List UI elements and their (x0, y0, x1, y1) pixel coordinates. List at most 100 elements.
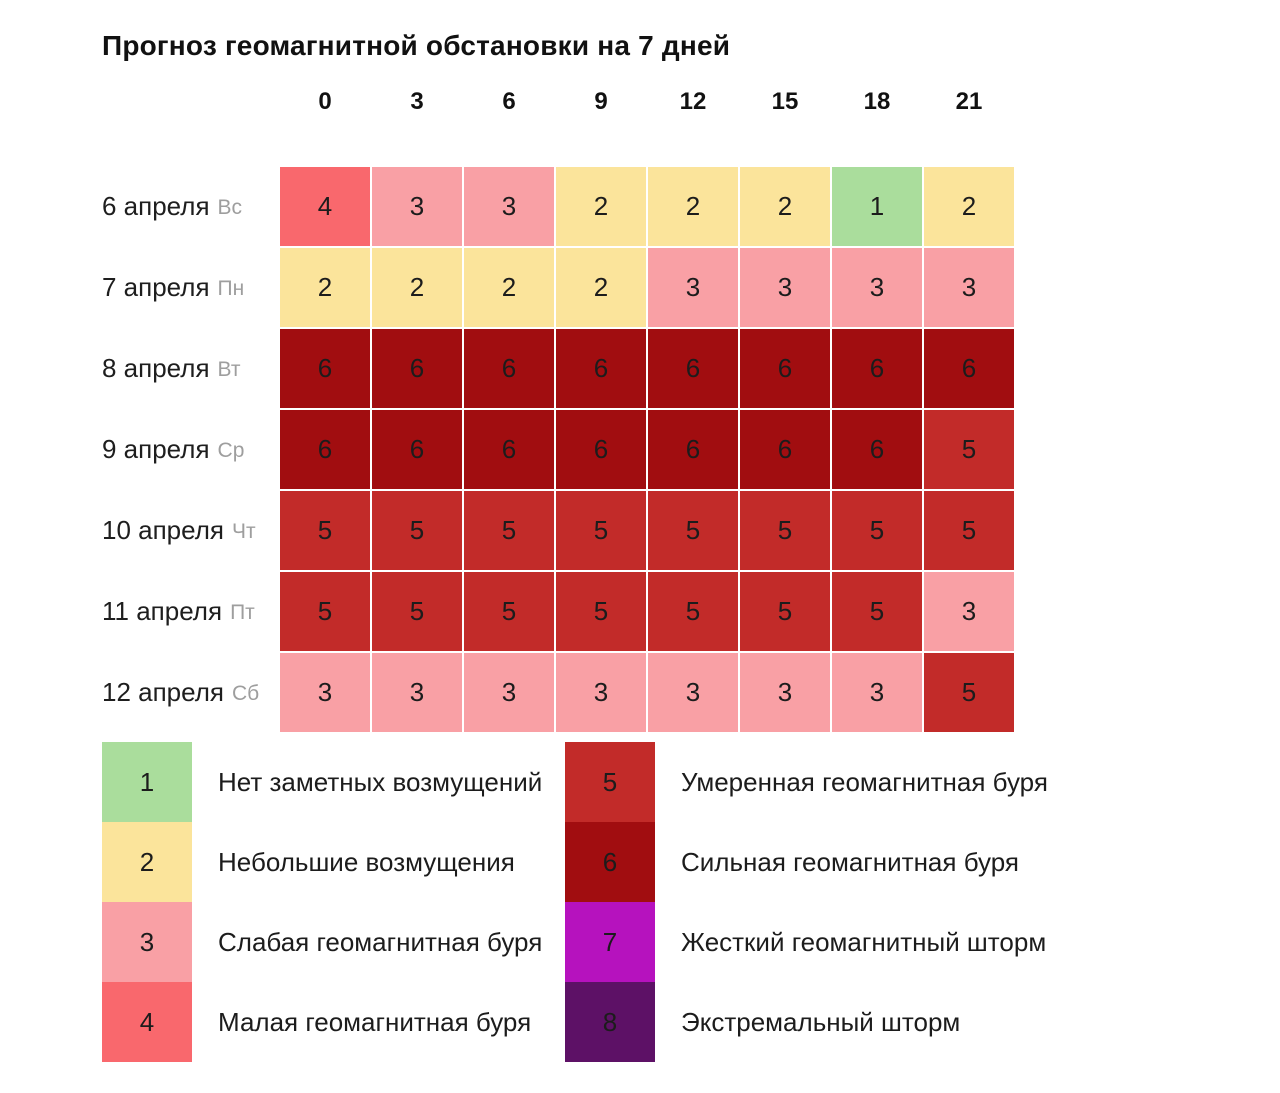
row-label-date: 12 апреля (102, 677, 224, 707)
forecast-cell: 5 (924, 410, 1014, 489)
row-label: 11 апреля Пт (102, 572, 278, 651)
legend-item: 6 Сильная геомагнитная буря (565, 822, 1048, 902)
hour-header: 9 (594, 88, 608, 115)
forecast-cell: 6 (648, 329, 738, 408)
hour-header: 6 (502, 88, 516, 115)
legend-label: Слабая геомагнитная буря (218, 926, 543, 957)
forecast-cell: 5 (832, 572, 922, 651)
hour-header: 21 (955, 88, 983, 115)
forecast-cell: 5 (924, 491, 1014, 570)
forecast-cell: 5 (740, 491, 830, 570)
forecast-cell: 2 (280, 248, 370, 327)
row-label-day: Чт (232, 520, 256, 543)
forecast-cell: 5 (372, 491, 462, 570)
legend-level-number: 2 (139, 846, 155, 877)
legend-level-number: 5 (602, 766, 618, 797)
forecast-cell: 6 (556, 410, 646, 489)
row-label: 12 апреля Сб (102, 653, 278, 732)
forecast-cell: 5 (924, 653, 1014, 732)
forecast-cell: 3 (372, 167, 462, 246)
legend-swatch: 5 (565, 742, 655, 822)
forecast-cell: 5 (648, 491, 738, 570)
legend-level-number: 1 (139, 766, 155, 797)
forecast-cell: 2 (464, 248, 554, 327)
forecast-cell: 6 (372, 329, 462, 408)
forecast-cell: 3 (648, 653, 738, 732)
forecast-cell: 6 (924, 329, 1014, 408)
row-label: 10 апреля Чт (102, 491, 278, 570)
legend-swatch: 7 (565, 902, 655, 982)
forecast-cell: 6 (464, 410, 554, 489)
hour-header: 15 (771, 88, 799, 115)
forecast-cell: 6 (648, 410, 738, 489)
legend-label: Жесткий геомагнитный шторм (681, 926, 1047, 957)
row-label-date: 11 апреля (102, 596, 223, 626)
forecast-cell: 3 (464, 167, 554, 246)
legend-label: Экстремальный шторм (681, 1006, 961, 1037)
row-label-day: Сб (232, 682, 260, 705)
forecast-cell: 5 (372, 572, 462, 651)
forecast-cell: 2 (556, 248, 646, 327)
forecast-cell: 6 (740, 410, 830, 489)
forecast-cell: 6 (740, 329, 830, 408)
legend-label: Малая геомагнитная буря (218, 1006, 532, 1037)
forecast-cell: 3 (924, 572, 1014, 651)
forecast-cell: 5 (280, 491, 370, 570)
forecast-cell: 2 (648, 167, 738, 246)
legend-label: Сильная геомагнитная буря (681, 846, 1019, 877)
forecast-cell: 5 (832, 491, 922, 570)
row-label-day: Вс (217, 196, 243, 219)
row-label-day: Пт (230, 601, 255, 624)
forecast-cell: 2 (372, 248, 462, 327)
row-label-date: 9 апреля (102, 434, 210, 464)
forecast-cell: 3 (740, 653, 830, 732)
legend-swatch: 6 (565, 822, 655, 902)
row-label: 7 апреля Пн (102, 248, 278, 327)
forecast-cell: 3 (464, 653, 554, 732)
forecast-cell: 6 (372, 410, 462, 489)
row-label-day: Пн (217, 277, 245, 300)
legend-item: 1 Нет заметных возмущений (102, 742, 542, 822)
legend-item: 3 Слабая геомагнитная буря (102, 902, 542, 982)
forecast-cell: 6 (832, 329, 922, 408)
forecast-cell: 4 (280, 167, 370, 246)
legend-item: 7 Жесткий геомагнитный шторм (565, 902, 1048, 982)
legend-swatch: 3 (102, 902, 192, 982)
hour-header: 0 (318, 88, 332, 115)
forecast-cell: 5 (556, 491, 646, 570)
legend-item: 8 Экстремальный шторм (565, 982, 1048, 1062)
legend-swatch: 1 (102, 742, 192, 822)
forecast-heatmap-grid: 0 3 6 9 12 15 18 21 6 апреля Вс 4 3 3 2 2 2 1 2 7 апреля Пн… (102, 86, 1014, 732)
forecast-cell: 1 (832, 167, 922, 246)
legend-left-column: 1 Нет заметных возмущений 2 Небольшие возму… (102, 742, 542, 1062)
legend-swatch: 4 (102, 982, 192, 1062)
forecast-cell: 6 (280, 329, 370, 408)
legend-level-number: 8 (602, 1006, 618, 1037)
forecast-cell: 3 (280, 653, 370, 732)
forecast-cell: 3 (832, 653, 922, 732)
legend-level-number: 4 (139, 1006, 155, 1037)
row-label-date: 6 апреля (102, 191, 210, 221)
forecast-cell: 5 (648, 572, 738, 651)
row-label-date: 7 апреля (102, 272, 210, 302)
forecast-cell: 6 (832, 410, 922, 489)
legend-level-number: 7 (602, 926, 618, 957)
forecast-cell: 3 (556, 653, 646, 732)
forecast-cell: 6 (464, 329, 554, 408)
forecast-cell: 3 (924, 248, 1014, 327)
legend-label: Небольшие возмущения (218, 846, 515, 877)
forecast-cell: 2 (556, 167, 646, 246)
legend-level-number: 3 (139, 926, 155, 957)
row-label: 6 апреля Вс (102, 167, 278, 246)
hour-header: 18 (863, 88, 891, 115)
row-label: 8 апреля Вт (102, 329, 278, 408)
forecast-cell: 5 (464, 491, 554, 570)
forecast-cell: 5 (740, 572, 830, 651)
legend-swatch: 8 (565, 982, 655, 1062)
hour-header: 3 (410, 88, 424, 115)
forecast-cell: 5 (464, 572, 554, 651)
row-label-day: Вт (217, 358, 241, 381)
row-label-date: 10 апреля (102, 515, 224, 545)
forecast-cell: 6 (280, 410, 370, 489)
